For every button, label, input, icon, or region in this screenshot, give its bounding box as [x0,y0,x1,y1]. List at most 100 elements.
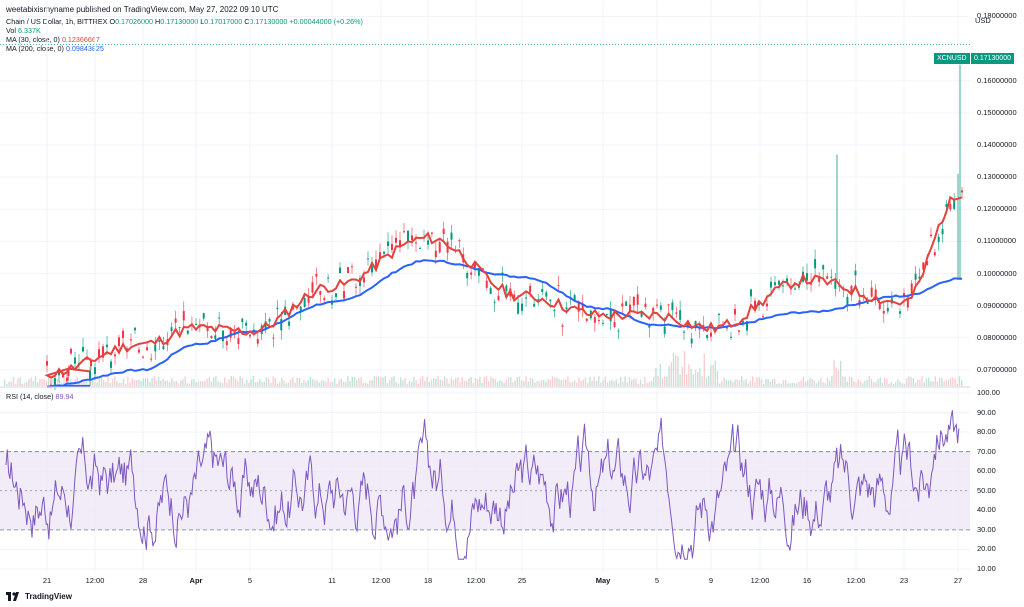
candle-body [629,304,631,312]
candle-body [746,321,748,331]
volume-bar [175,380,177,386]
volume-bar [329,382,331,386]
volume-bar [305,382,307,386]
candle-body [533,303,536,307]
time-tick: 12:00 [85,576,105,585]
volume-bar [677,356,679,386]
volume-bar [118,383,120,386]
candle-body [640,312,643,317]
volume-bar [859,381,862,386]
volume-bar [499,380,501,386]
candle-body [953,199,956,209]
volume-bar [745,379,747,386]
volume-bar [571,382,573,386]
volume-bar [800,380,802,386]
volume-bar [928,377,930,386]
volume-bar [653,376,655,386]
candle-body [485,280,488,288]
volume-bar [505,379,507,386]
ma200-row[interactable]: MA (200, close, 0) 0.09843825 [6,44,363,53]
candle-body [671,302,674,311]
price-chart[interactable] [0,0,1024,390]
volume-bar [166,380,169,386]
volume-bar [578,377,580,386]
volume-bar [164,380,166,386]
candle-body [233,331,236,333]
time-tick: 16 [802,576,812,585]
volume-bar [639,379,642,386]
volume-bar [131,378,133,386]
volume-bar [39,378,41,386]
candle-body [241,318,244,322]
volume-bar [382,377,384,386]
volume-bar [884,378,886,386]
volume-bar [439,379,441,386]
volume-bar [851,377,853,386]
volume-bar [644,376,646,386]
volume-bar [380,377,382,386]
volume-bar [954,378,956,386]
volume-bar [655,367,657,386]
volume-bar [901,383,903,386]
time-tick: May [595,576,611,585]
candle-body [245,322,248,326]
volume-bar [813,380,815,386]
volume-bar [325,381,327,386]
candle-body [866,300,869,304]
candle-body [774,282,776,286]
candle-body [754,300,756,309]
volume-row[interactable]: Vol 6.337K [6,26,363,35]
volume-bar [52,377,54,386]
volume-bar [708,375,710,386]
volume-bars [4,350,963,386]
volume-bar [749,380,752,386]
volume-bar [48,377,50,386]
ma200-label: MA (200, close, 0) [6,44,64,53]
volume-bar [147,378,149,386]
candle-body [427,240,429,245]
volume-bar [846,381,848,386]
volume-bar [527,381,529,386]
volume-bar [92,380,94,386]
volume-bar [642,383,644,386]
volume-bar [815,383,818,386]
candle-body [770,281,772,288]
volume-bar [342,381,345,386]
volume-bar [327,377,329,386]
volume-bar [730,380,732,386]
candle-body [170,327,173,332]
candle-body [98,349,100,358]
candle-body [738,330,740,332]
candle-body [778,280,780,285]
volume-bar [433,378,435,386]
volume-bar [85,381,87,386]
volume-bar [466,380,468,386]
tradingview-logo[interactable]: TradingView [6,592,72,601]
volume-bar [584,377,587,386]
volume-bar [521,380,523,386]
volume-bar [265,377,268,386]
volume-bar [842,376,844,386]
volume-bar [888,383,890,386]
ma30-row[interactable]: MA (30, close, 0) 0.12366667 [6,35,363,44]
volume-bar [182,379,184,386]
candle-body [667,304,670,306]
volume-bar [582,379,584,386]
volume-bar [507,377,510,386]
volume-bar [824,383,826,386]
low-label: L [200,17,205,26]
rsi-legend[interactable]: RSI (14, close) 89.94 [6,392,74,401]
volume-bar [593,376,595,386]
volume-bar [461,377,463,386]
volume-bar [219,382,221,386]
volume-bar [826,378,829,386]
candle-body [411,235,413,240]
volume-bar [646,382,648,386]
candle-body [675,312,678,314]
rsi-chart[interactable] [0,388,1024,572]
candle-body [513,294,516,299]
volume-bar [741,376,743,386]
volume-bar [358,377,360,386]
volume-bar [307,380,309,386]
rsi-tick: 10.00 [977,564,996,573]
